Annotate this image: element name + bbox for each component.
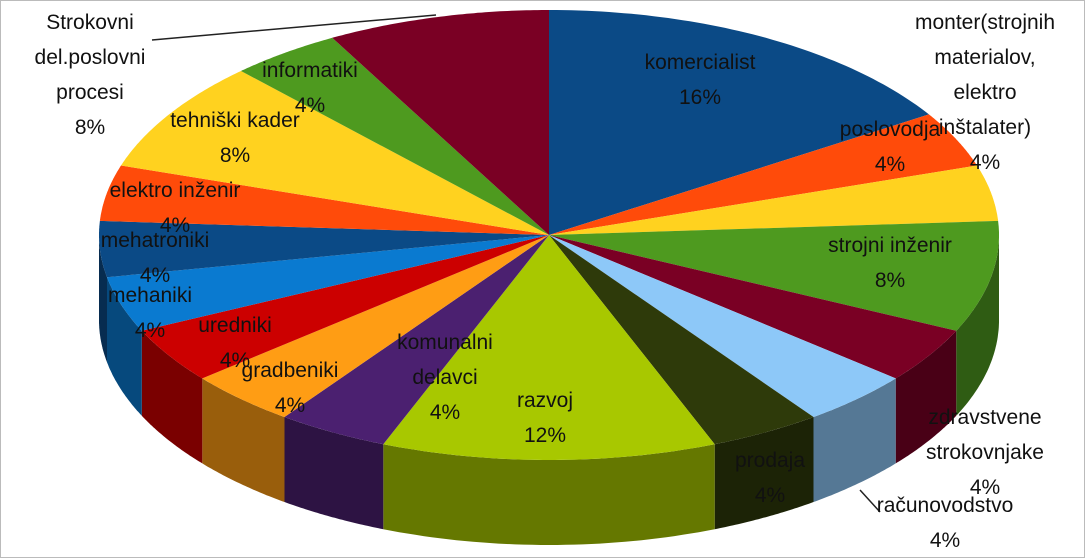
slice: [202, 235, 550, 417]
value-label: 4%: [874, 153, 906, 176]
category-label: Strokovni del.poslovni procesi: [34, 11, 146, 104]
slice-label: mehaniki 4%: [85, 278, 215, 348]
slice-label: zdravstvene strokovnjake 4%: [905, 400, 1065, 505]
value-label: 4%: [294, 94, 326, 117]
slice-side: [895, 330, 957, 464]
slice: [332, 10, 549, 235]
slice: [549, 114, 977, 235]
slice-label: monter(strojnih materialov, elektro inšt…: [910, 5, 1060, 180]
slice: [141, 235, 550, 379]
slice-label: računovodstvo 4%: [845, 488, 1045, 558]
slice-side: [141, 330, 203, 464]
category-label: informatiki: [262, 59, 358, 82]
slice-side: [813, 378, 896, 502]
category-label: razvoj: [516, 389, 574, 412]
slice-label: gradbeniki 4%: [220, 353, 360, 423]
category-label: prodaja: [734, 449, 806, 472]
slice-label: strojni inženir 8%: [790, 228, 990, 298]
slice-label: elektro inženir 4%: [85, 173, 265, 243]
value-label: 4%: [754, 484, 786, 507]
slice: [549, 220, 999, 331]
slice-side: [202, 378, 285, 502]
slice: [549, 235, 957, 379]
category-label: mehaniki: [107, 284, 193, 307]
category-label: elektro inženir: [109, 179, 241, 202]
category-label: uredniki: [198, 314, 272, 337]
value-label: 4%: [429, 401, 461, 424]
slice: [383, 235, 715, 460]
value-label: 4%: [929, 529, 961, 552]
slice-side: [99, 235, 107, 363]
slice: [549, 235, 814, 445]
slice-side: [714, 417, 814, 530]
leader-line: [151, 14, 437, 41]
category-label: poslovodja: [839, 118, 941, 141]
value-label: 4%: [134, 319, 166, 342]
value-label: 4%: [219, 349, 251, 372]
slice: [241, 37, 549, 235]
slice-label: poslovodja 4%: [815, 112, 965, 182]
slice-label: prodaja 4%: [710, 443, 830, 513]
value-label: 8%: [874, 269, 906, 292]
slice: [549, 10, 929, 235]
slice-label: mehatroniki 4%: [80, 223, 230, 293]
category-label: monter(strojnih materialov, elektro inšt…: [914, 11, 1056, 139]
slice-label: uredniki 4%: [170, 308, 300, 378]
slice-side: [956, 235, 999, 416]
slice: [99, 220, 549, 278]
slice-label: tehniški kader 8%: [145, 103, 325, 173]
slice: [121, 71, 549, 235]
slice-side: [284, 417, 384, 530]
slice-label: komunalni delavci 4%: [390, 325, 500, 430]
value-label: 4%: [139, 264, 171, 287]
value-label: 12%: [523, 424, 567, 447]
value-label: 4%: [159, 214, 191, 237]
category-label: računovodstvo: [876, 494, 1014, 517]
category-label: gradbeniki: [241, 359, 339, 382]
category-label: mehatroniki: [100, 229, 210, 252]
slice-side: [107, 277, 142, 416]
slice: [549, 165, 999, 235]
slice-label: Strokovni del.poslovni procesi 8%: [15, 5, 165, 145]
slice-label: komercialist 16%: [600, 45, 800, 115]
slice-side: [383, 444, 715, 545]
value-label: 8%: [219, 144, 251, 167]
slice: [107, 235, 549, 331]
slice-label: razvoj 12%: [475, 383, 615, 453]
category-label: zdravstvene strokovnjake: [926, 406, 1044, 464]
value-label: 16%: [678, 86, 722, 109]
slice: [549, 235, 896, 417]
slice-label: informatiki 4%: [235, 53, 385, 123]
value-label: 8%: [74, 116, 106, 139]
slice: [284, 235, 549, 445]
category-label: komercialist: [644, 51, 756, 74]
category-label: strojni inženir: [828, 234, 952, 257]
value-label: 4%: [274, 394, 306, 417]
leader-line: [859, 489, 881, 513]
value-label: 4%: [969, 476, 1001, 499]
value-label: 4%: [969, 151, 1001, 174]
category-label: tehniški kader: [170, 109, 300, 132]
category-label: komunalni delavci: [397, 331, 493, 389]
slice: [99, 165, 550, 235]
